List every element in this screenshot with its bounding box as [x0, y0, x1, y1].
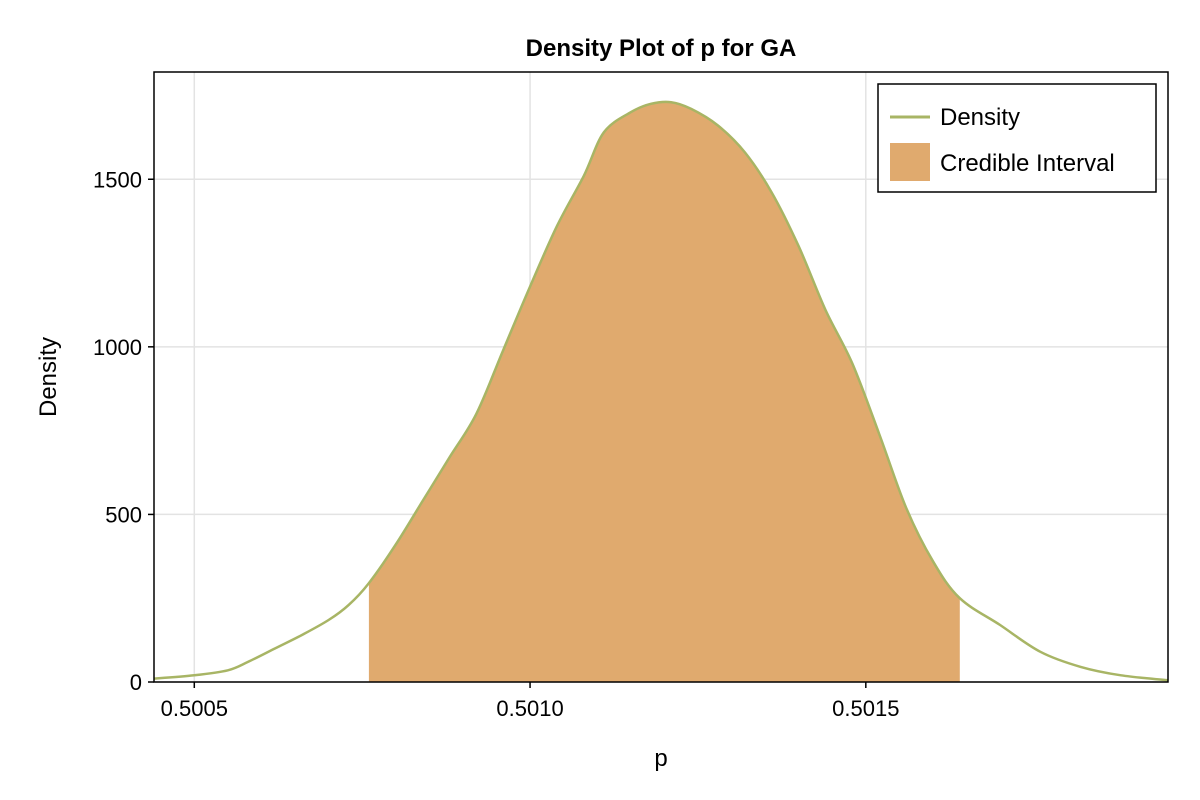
chart-title: Density Plot of p for GA — [526, 35, 797, 62]
plot-frame — [153, 71, 1169, 683]
legend-credible-interval-label: Credible Interval — [940, 150, 1115, 177]
x-tick-label: 0.5005 — [161, 696, 228, 721]
legend-credible-interval-swatch — [890, 143, 930, 181]
y-tick-label: 1000 — [93, 335, 142, 360]
legend-density-label: Density — [940, 104, 1020, 131]
y-tick-label: 500 — [105, 502, 142, 527]
x-ticks: 0.5005 0.5010 0.5015 — [161, 682, 899, 721]
density-line-layer — [153, 100, 1169, 682]
y-tick-label: 1500 — [93, 167, 142, 192]
credible-interval-layer — [368, 101, 960, 683]
x-tick-label: 0.5010 — [496, 696, 563, 721]
x-tick-label: 0.5015 — [832, 696, 899, 721]
x-axis-label: p — [654, 745, 667, 772]
y-ticks: 0 500 1000 1500 — [93, 167, 154, 695]
y-tick-label: 0 — [130, 670, 142, 695]
credible-interval-area — [368, 101, 960, 683]
density-line — [153, 100, 1169, 682]
y-axis-label: Density — [35, 337, 62, 417]
legend: Density Credible Interval — [877, 83, 1157, 193]
